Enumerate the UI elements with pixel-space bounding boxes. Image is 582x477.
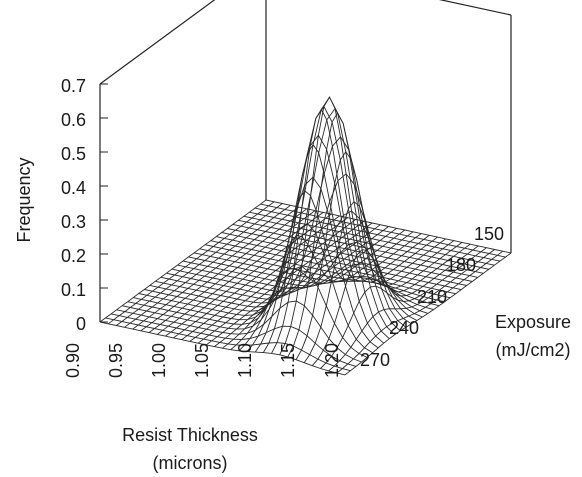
y-tick-label: 240 [389,318,419,338]
surface-line-exposure [116,300,362,363]
surface-line-exposure [182,260,429,314]
x-tick-label: 1.10 [235,343,255,378]
x-axis-title-line1: Resist Thickness [122,425,258,445]
surface-line-exposure [138,134,384,344]
y-tick-label: 210 [417,287,447,307]
surface-line-exposure [149,96,396,335]
surface-line-exposure [105,317,351,372]
surface-line-exposure [99,321,346,376]
top-back-edge [438,0,512,16]
x-axis-title-line2: (microns) [153,453,228,473]
surface-line-exposure [166,173,412,325]
top-left-edge [99,0,216,85]
y-tick-label: 270 [360,350,390,370]
y-tick-label: 150 [474,224,504,244]
surface-line-exposure [111,313,357,367]
surface-line-exposure [199,248,445,303]
z-tick-label: 0.4 [61,178,86,198]
surface-line-exposure [254,207,500,262]
surface-mesh [99,96,512,376]
x-tick-label: 1.20 [322,343,342,378]
x-tick-labels: 0.90 0.95 1.00 1.05 1.10 1.15 1.20 [63,343,342,378]
surface-line-exposure [122,265,368,358]
surface-line-exposure [160,136,407,328]
surface-line-exposure [260,203,506,258]
z-tick-labels: 0 0.1 0.2 0.3 0.4 0.5 0.6 0.7 [61,76,86,334]
y-axis-title-line1: Exposure [495,312,571,332]
plot-box-frame [99,0,512,323]
surface-line-exposure [227,228,473,282]
x-tick-label: 1.05 [192,343,212,378]
z-tick-label: 0.6 [61,110,86,130]
surface-line-exposure [249,211,495,266]
y-axis-title-line2: (mJ/cm2) [496,340,571,360]
z-tick-label: 0.5 [61,144,86,164]
x-tick-label: 0.95 [106,343,126,378]
z-tick-label: 0 [76,314,86,334]
surface-line-exposure [238,219,484,274]
surface-line-exposure [155,107,401,332]
surface-line-exposure [232,223,478,278]
surface-line-exposure [188,256,434,311]
surface-line-exposure [194,252,440,307]
surface-line-exposure [216,236,462,291]
z-axis-title: Frequency [14,157,34,242]
surface-line-exposure [221,232,467,286]
y-tick-label: 180 [446,255,476,275]
surface-line-exposure [210,240,456,295]
surface-line-exposure [144,105,390,340]
z-tick-label: 0.3 [61,212,86,232]
y-tick-labels: 150 180 210 240 270 [360,224,504,370]
x-tick-label: 1.00 [149,343,169,378]
surface-line-exposure [265,199,512,254]
surface-line-exposure [205,244,451,299]
x-tick-label: 0.90 [63,343,83,378]
z-tick-label: 0.2 [61,246,86,266]
surface-line-exposure [243,215,489,270]
surface-line-exposure [171,210,418,321]
z-tick-label: 0.1 [61,280,86,300]
x-tick-label: 1.15 [278,343,298,378]
z-tick-label: 0.7 [61,76,86,96]
surface-line-exposure [127,222,373,354]
surface-line-exposure [177,241,423,318]
